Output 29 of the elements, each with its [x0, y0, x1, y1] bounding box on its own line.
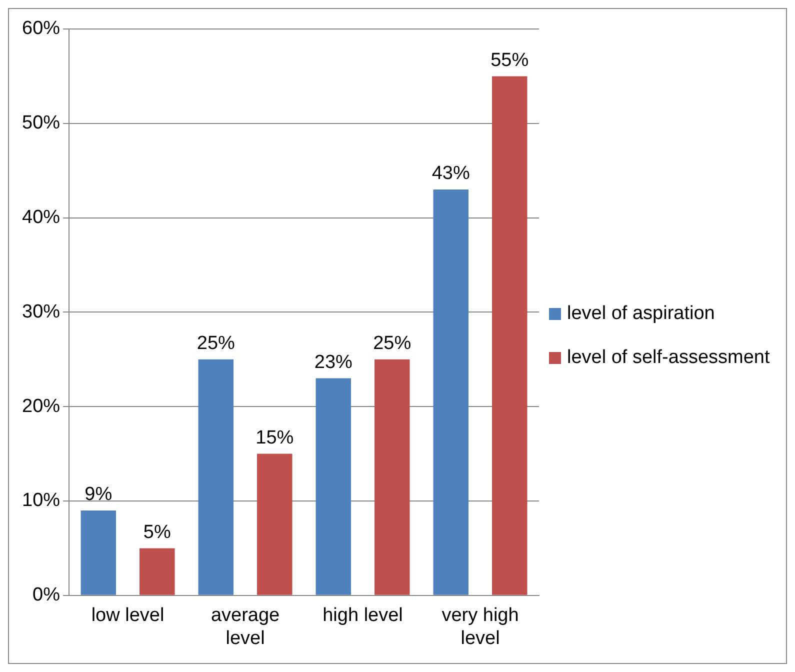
y-tick-label: 10%: [22, 490, 60, 512]
data-label: 25%: [373, 333, 412, 354]
y-tick-label: 40%: [22, 207, 60, 228]
bar: [257, 454, 292, 595]
bar: [492, 76, 528, 595]
bar: [140, 548, 175, 595]
y-tick-label: 60%: [22, 18, 60, 40]
data-label: 23%: [314, 352, 353, 374]
y-tick-label: 50%: [22, 112, 60, 134]
data-label: 25%: [196, 333, 236, 354]
legend-label: level of self-assessment: [567, 347, 770, 369]
data-label: 9%: [84, 484, 112, 506]
x-tick-label: low level: [91, 605, 164, 626]
x-tick-label: very high level: [442, 605, 519, 649]
data-label: 15%: [256, 428, 294, 449]
bar: [198, 359, 234, 595]
data-label: 5%: [143, 522, 171, 543]
data-label: 43%: [432, 163, 470, 184]
x-tick-label: average level: [210, 605, 280, 649]
bar: [374, 359, 410, 595]
data-label: 55%: [490, 50, 529, 71]
y-tick-label: 0%: [32, 584, 60, 606]
bar: [433, 189, 469, 595]
legend-label: level of aspiration: [567, 303, 715, 325]
y-tick-label: 30%: [22, 301, 60, 322]
bar: [80, 510, 116, 595]
x-tick-label: high level: [322, 605, 403, 626]
y-tick-label: 20%: [22, 396, 60, 417]
bar: [316, 378, 352, 595]
